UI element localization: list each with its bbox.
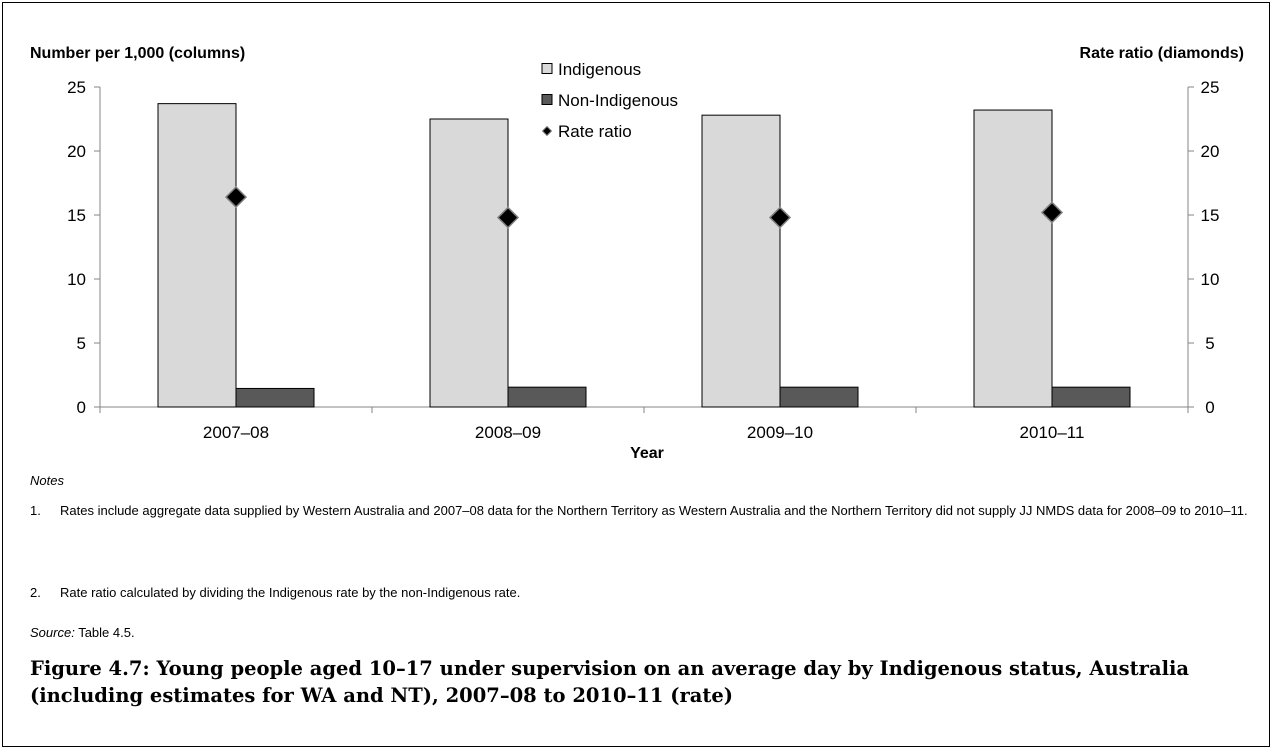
legend-label: Indigenous	[558, 60, 641, 79]
bar-indigenous	[429, 118, 509, 408]
note-number: 2.	[30, 585, 41, 600]
y-axis-right-title: Rate ratio (diamonds)	[1080, 45, 1244, 62]
chart: Number per 1,000 (columns) Rate ratio (d…	[30, 45, 1244, 462]
legend-swatch	[541, 94, 553, 105]
y-tick-label-left: 0	[77, 398, 86, 417]
y-tick-label-left: 20	[67, 142, 86, 161]
note-number: 1.	[30, 503, 41, 518]
bar-indigenous	[701, 114, 781, 408]
source-label: Source:	[30, 625, 75, 640]
bar-indigenous	[973, 109, 1053, 408]
rate-ratio-marker	[1040, 201, 1064, 224]
x-tick-label: 2008–09	[475, 423, 541, 442]
legend: Indigenous Non-Indigenous Rate ratio	[541, 60, 678, 141]
plot-area: 0 5 10 15 20 25 0 5 10 15 20 25 2007–08 2008–09 2009–1…	[67, 78, 1219, 442]
x-tick-label: 2010–11	[1020, 423, 1085, 442]
note-item: 2. Rate ratio calculated by dividing the…	[30, 584, 1250, 602]
legend-swatch	[541, 63, 553, 74]
source-line: Source: Table 4.5.	[30, 624, 135, 642]
y-tick-label-right: 10	[1201, 270, 1220, 289]
legend-label: Rate ratio	[558, 122, 632, 141]
rate-ratio-marker	[224, 186, 248, 209]
note-item: 1. Rates include aggregate data supplied…	[30, 502, 1250, 520]
rate-ratio-marker	[496, 206, 520, 229]
source-text: Table 4.5.	[74, 625, 135, 640]
x-tick-label: 2009–10	[747, 423, 813, 442]
note-text: Rate ratio calculated by dividing the In…	[60, 585, 521, 600]
rate-ratio-marker	[768, 206, 792, 229]
bar-non-indigenous	[779, 386, 859, 408]
y-tick-label-left: 10	[67, 270, 86, 289]
y-tick-label-right: 5	[1205, 334, 1214, 353]
note-text: Rates include aggregate data supplied by…	[60, 503, 1248, 518]
y-tick-label-right: 15	[1201, 206, 1220, 225]
x-tick-label: 2007–08	[203, 423, 269, 442]
bar-indigenous	[157, 103, 237, 408]
y-axis-left-title: Number per 1,000 (columns)	[30, 45, 245, 62]
notes-heading: Notes	[30, 473, 64, 488]
y-tick-label-right: 20	[1201, 142, 1220, 161]
y-tick-label-left: 15	[67, 206, 86, 225]
legend-label: Non-Indigenous	[558, 91, 678, 110]
x-axis-title: Year	[630, 445, 664, 462]
y-tick-label-right: 25	[1201, 78, 1220, 97]
legend-swatch-rate-ratio	[541, 125, 553, 137]
bar-non-indigenous	[235, 387, 315, 408]
y-tick-label-right: 0	[1205, 398, 1214, 417]
y-tick-label-left: 25	[67, 78, 86, 97]
bar-non-indigenous	[507, 386, 587, 408]
y-tick-label-left: 5	[77, 334, 86, 353]
bar-non-indigenous	[1051, 386, 1131, 408]
figure-caption: Figure 4.7: Young people aged 10–17 unde…	[30, 657, 1190, 707]
